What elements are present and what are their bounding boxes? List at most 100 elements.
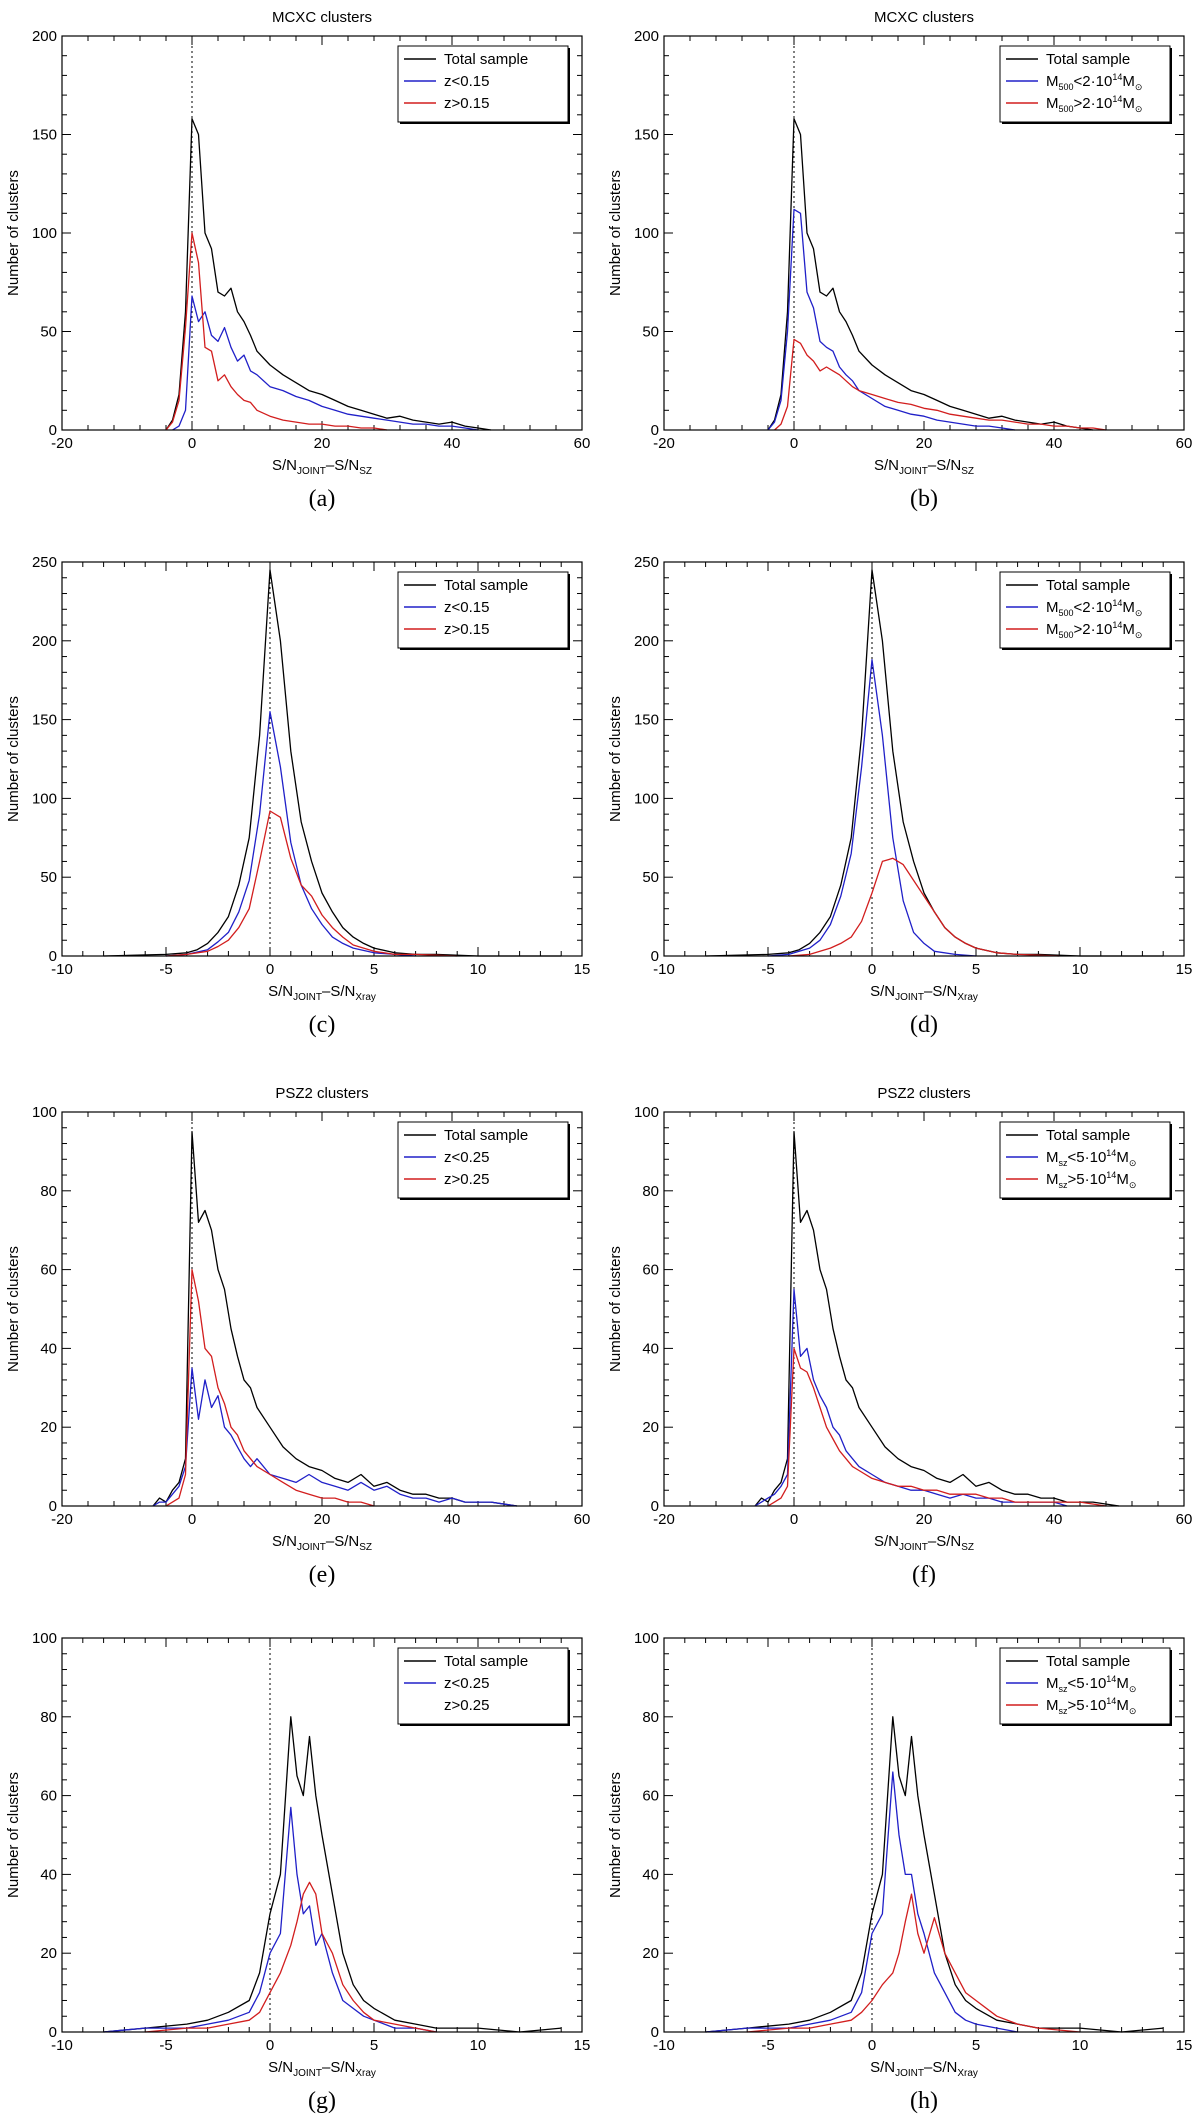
y-tick-label: 40 [40, 1866, 57, 1883]
legend: Total sample z<0.25 z>0.25 [397, 1647, 570, 1726]
plot-frame [663, 561, 1185, 957]
panel-caption: (e) [309, 1562, 336, 1588]
x-tick-label: 20 [314, 435, 331, 452]
legend-entry-low: Msz<5·1014M⊙ [1046, 1148, 1136, 1168]
y-tick-label: 40 [642, 1340, 659, 1357]
y-tick-label: 60 [40, 1788, 57, 1805]
series-line-total [705, 1716, 1164, 2033]
x-tick-label: -20 [51, 435, 73, 452]
legend-entry-high: Msz>5·1014M⊙ [1046, 1696, 1136, 1716]
series-line-total [754, 1131, 1120, 1507]
legend-entry-total: Total sample [444, 1653, 528, 1670]
series-line-total [767, 118, 1094, 431]
x-tick-label: 0 [188, 435, 196, 452]
y-tick-label: 100 [32, 1630, 57, 1647]
plot-frame [663, 1111, 1185, 1507]
legend-entry-total: Total sample [1046, 51, 1130, 68]
panel-caption: (c) [309, 1012, 336, 1038]
y-tick-label: 0 [49, 1498, 57, 1515]
legend-entry-high: z>0.15 [444, 95, 489, 112]
x-axis-label: S/NJOINT–S/NXray [870, 983, 978, 1003]
x-tick-label: 10 [1072, 2037, 1089, 2054]
y-tick-label: 100 [634, 1630, 659, 1647]
legend-entry-high: Msz>5·1014M⊙ [1046, 1170, 1136, 1190]
y-axis-label: Number of clusters [5, 170, 22, 296]
y-tick-label: 250 [634, 554, 659, 571]
panel-caption: (a) [309, 486, 336, 512]
x-tick-label: 60 [1176, 1511, 1193, 1528]
chart-panel-a: MCXC clusters-20 0 20 40 60050100150200S/NJO… [5, 9, 590, 512]
y-tick-label: 200 [634, 633, 659, 650]
y-axis-label: Number of clusters [607, 1772, 624, 1898]
y-tick-label: 100 [634, 790, 659, 807]
legend-entry-low: Msz<5·1014M⊙ [1046, 1674, 1136, 1694]
y-tick-label: 200 [32, 28, 57, 45]
x-tick-label: 15 [574, 961, 591, 978]
y-tick-label: 50 [642, 869, 659, 886]
legend-entry-high: M500>2·1014M⊙ [1046, 620, 1142, 640]
series-line-total [103, 1716, 562, 2033]
x-axis-label: S/NJOINT–S/NXray [870, 2059, 978, 2079]
y-tick-label: 100 [32, 1104, 57, 1121]
x-tick-label: -10 [653, 961, 675, 978]
x-tick-label: 0 [790, 1511, 798, 1528]
y-axis-label: Number of clusters [607, 170, 624, 296]
legend-entry-low: z<0.25 [444, 1675, 489, 1692]
series-line-high [767, 1347, 1107, 1507]
x-tick-label: 5 [370, 2037, 378, 2054]
legend: Total sample M500<2·1014M⊙M500>2·1014M⊙ [999, 45, 1172, 124]
y-tick-label: 80 [642, 1183, 659, 1200]
y-tick-label: 150 [32, 712, 57, 729]
x-tick-label: -5 [761, 2037, 774, 2054]
series-line-low [705, 1771, 1018, 2033]
chart-panel-d: -10 -5 0 5 10 15050100150200250S/NJOINT–S/NXr… [607, 554, 1192, 1038]
series-line-low [172, 295, 479, 431]
x-axis-label: S/NJOINT–S/NSZ [874, 1533, 974, 1553]
y-tick-label: 100 [32, 225, 57, 242]
x-tick-label: 5 [370, 961, 378, 978]
chart-panel-f: PSZ2 clusters-20 0 20 40 60020406080100S/NJO… [607, 1085, 1192, 1588]
series-line-low [165, 711, 416, 957]
x-tick-label: -5 [761, 961, 774, 978]
y-tick-label: 150 [634, 712, 659, 729]
y-tick-label: 40 [642, 1866, 659, 1883]
panel-title: MCXC clusters [874, 9, 974, 26]
x-tick-label: -5 [159, 961, 172, 978]
x-axis-label: S/NJOINT–S/NXray [268, 2059, 376, 2079]
x-tick-label: 10 [1072, 961, 1089, 978]
y-tick-label: 150 [32, 127, 57, 144]
x-axis-label: S/NJOINT–S/NSZ [272, 1533, 372, 1553]
x-tick-label: 60 [574, 1511, 591, 1528]
x-tick-label: -5 [159, 2037, 172, 2054]
y-tick-label: 20 [40, 1419, 57, 1436]
legend-entry-low: M500<2·1014M⊙ [1046, 598, 1142, 618]
x-tick-label: -20 [653, 435, 675, 452]
x-tick-label: 15 [1176, 2037, 1193, 2054]
chart-panel-e: PSZ2 clusters-20 0 20 40 60020406080100S/NJO… [5, 1085, 590, 1588]
panel-caption: (h) [910, 2088, 938, 2114]
panel-title: PSZ2 clusters [877, 1085, 970, 1102]
y-tick-label: 20 [642, 1945, 659, 1962]
plot-frame [61, 35, 583, 431]
chart-panel-b: MCXC clusters-20 0 20 40 60050100150200S/NJO… [607, 9, 1192, 512]
y-tick-label: 0 [651, 1498, 659, 1515]
series-line-high [788, 857, 1060, 957]
x-tick-label: 0 [868, 2037, 876, 2054]
x-tick-label: 60 [1176, 435, 1193, 452]
legend-entry-low: M500<2·1014M⊙ [1046, 72, 1142, 92]
x-tick-label: 10 [470, 961, 487, 978]
y-tick-label: 80 [40, 1183, 57, 1200]
x-tick-label: 0 [790, 435, 798, 452]
legend-entry-high: z>0.15 [444, 621, 489, 638]
y-tick-label: 100 [634, 1104, 659, 1121]
x-tick-label: 0 [188, 1511, 196, 1528]
legend: Total sample z<0.25 z>0.25 [397, 1121, 570, 1200]
plot-frame [663, 35, 1185, 431]
y-tick-label: 0 [651, 2024, 659, 2041]
legend-entry-low: z<0.15 [444, 599, 489, 616]
x-tick-label: 60 [574, 435, 591, 452]
legend-entry-high: z>0.25 [444, 1171, 489, 1188]
series-line-low [767, 659, 977, 957]
y-tick-label: 150 [634, 127, 659, 144]
